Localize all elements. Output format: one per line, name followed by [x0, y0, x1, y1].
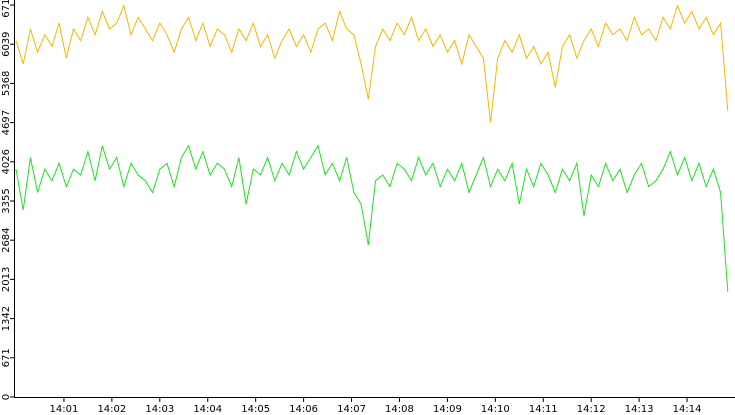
x-tick-label: 14:02	[97, 404, 126, 415]
x-tick-label: 14:10	[481, 404, 510, 415]
x-tick-label: 14:09	[433, 404, 462, 415]
x-tick-label: 14:06	[289, 404, 318, 415]
series-line	[15, 144, 729, 292]
x-tick-label: 14:07	[337, 404, 366, 415]
y-tick-label: 671	[1, 348, 12, 367]
x-tick-label: 14:13	[625, 404, 654, 415]
x-tick-label: 14:12	[577, 404, 606, 415]
y-tick-label: 1342	[1, 306, 12, 331]
series-line	[15, 3, 729, 123]
y-tick-label: 4697	[1, 110, 12, 135]
y-tick-label: 4026	[1, 149, 12, 174]
x-tick-label: 14:14	[673, 404, 702, 415]
x-tick-label: 14:11	[529, 404, 558, 415]
y-tick-label: 6039	[1, 31, 12, 56]
y-tick-label: 5368	[1, 71, 12, 96]
y-tick-label: 3355	[1, 188, 12, 213]
y-tick-label: 6710	[1, 0, 12, 18]
x-tick-label: 14:08	[385, 404, 414, 415]
x-tick-label: 14:01	[50, 404, 79, 415]
y-tick-label: 2013	[1, 267, 12, 292]
x-tick-label: 14:03	[145, 404, 174, 415]
x-tick-label: 14:05	[241, 404, 270, 415]
x-tick-label: 14:04	[193, 404, 222, 415]
y-tick-label: 2684	[1, 227, 12, 252]
y-tick-label: 0	[1, 394, 12, 400]
